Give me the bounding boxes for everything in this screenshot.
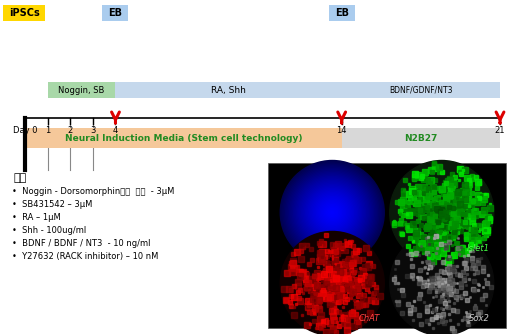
Circle shape — [315, 195, 349, 230]
Circle shape — [323, 203, 342, 222]
Text: •  BDNF / BDNF / NT3  - 10 ng/ml: • BDNF / BDNF / NT3 - 10 ng/ml — [12, 239, 150, 248]
Text: Noggin, SB: Noggin, SB — [58, 86, 105, 95]
Circle shape — [390, 161, 494, 265]
Text: Islet1: Islet1 — [467, 243, 490, 253]
Circle shape — [295, 175, 370, 250]
Circle shape — [287, 167, 377, 258]
Circle shape — [310, 190, 355, 235]
Circle shape — [280, 161, 384, 265]
Text: 3: 3 — [90, 126, 96, 135]
Circle shape — [301, 182, 363, 243]
Text: N2B27: N2B27 — [404, 134, 437, 143]
Circle shape — [306, 186, 359, 239]
Text: BDNF/GDNF/NT3: BDNF/GDNF/NT3 — [389, 86, 452, 95]
Circle shape — [390, 231, 494, 334]
Circle shape — [294, 174, 371, 251]
Bar — [115, 82, 342, 98]
Circle shape — [330, 210, 335, 215]
Circle shape — [328, 208, 336, 216]
Text: 14: 14 — [337, 126, 347, 135]
Circle shape — [283, 163, 382, 262]
Circle shape — [298, 178, 367, 247]
Circle shape — [319, 199, 345, 226]
Bar — [48, 82, 115, 98]
Circle shape — [292, 172, 372, 253]
Circle shape — [322, 202, 343, 223]
Circle shape — [280, 231, 384, 334]
Text: 농도: 농도 — [13, 173, 26, 183]
Bar — [342, 82, 500, 98]
Text: EB: EB — [334, 8, 348, 18]
Circle shape — [327, 207, 338, 218]
Circle shape — [290, 170, 375, 255]
Circle shape — [324, 204, 340, 220]
Circle shape — [282, 162, 383, 263]
Bar — [3, 5, 45, 21]
Circle shape — [331, 211, 333, 214]
Text: •  Noggin - Dorsomorphin으로  대체  - 3μM: • Noggin - Dorsomorphin으로 대체 - 3μM — [12, 187, 174, 196]
Text: •  SB431542 – 3μM: • SB431542 – 3μM — [12, 200, 93, 209]
Bar — [25, 128, 342, 148]
Bar — [268, 163, 506, 328]
Circle shape — [288, 168, 376, 257]
Text: •  RA – 1μM: • RA – 1μM — [12, 213, 61, 222]
Text: ChAT: ChAT — [359, 314, 381, 323]
Text: 1: 1 — [45, 126, 50, 135]
Circle shape — [326, 206, 339, 219]
Text: 4: 4 — [113, 126, 118, 135]
Circle shape — [316, 196, 348, 228]
Circle shape — [317, 198, 347, 227]
Circle shape — [305, 184, 360, 240]
Text: 21: 21 — [495, 126, 505, 135]
Circle shape — [320, 200, 344, 224]
Circle shape — [311, 191, 354, 234]
Circle shape — [308, 188, 356, 236]
Text: Day 0: Day 0 — [13, 126, 37, 135]
Circle shape — [314, 194, 351, 231]
Bar — [342, 128, 500, 148]
Circle shape — [300, 180, 364, 244]
Text: Neural Induction Media (Stem cell technology): Neural Induction Media (Stem cell techno… — [65, 134, 302, 143]
Circle shape — [299, 179, 366, 246]
Circle shape — [303, 183, 361, 242]
Text: •  Y27632 (RACK inhibitor) – 10 nM: • Y27632 (RACK inhibitor) – 10 nM — [12, 252, 158, 261]
Circle shape — [291, 171, 374, 254]
Bar — [102, 5, 129, 21]
Circle shape — [307, 187, 358, 238]
Text: 2: 2 — [68, 126, 73, 135]
Text: iPSCs: iPSCs — [9, 8, 39, 18]
Text: •  Shh - 100ug/ml: • Shh - 100ug/ml — [12, 226, 86, 235]
Text: RA, Shh: RA, Shh — [211, 86, 246, 95]
Circle shape — [285, 166, 379, 259]
Bar — [329, 5, 355, 21]
Circle shape — [296, 176, 368, 248]
Circle shape — [312, 192, 352, 232]
Circle shape — [284, 165, 381, 261]
Text: Sox2: Sox2 — [469, 314, 490, 323]
Text: EB: EB — [109, 8, 123, 18]
